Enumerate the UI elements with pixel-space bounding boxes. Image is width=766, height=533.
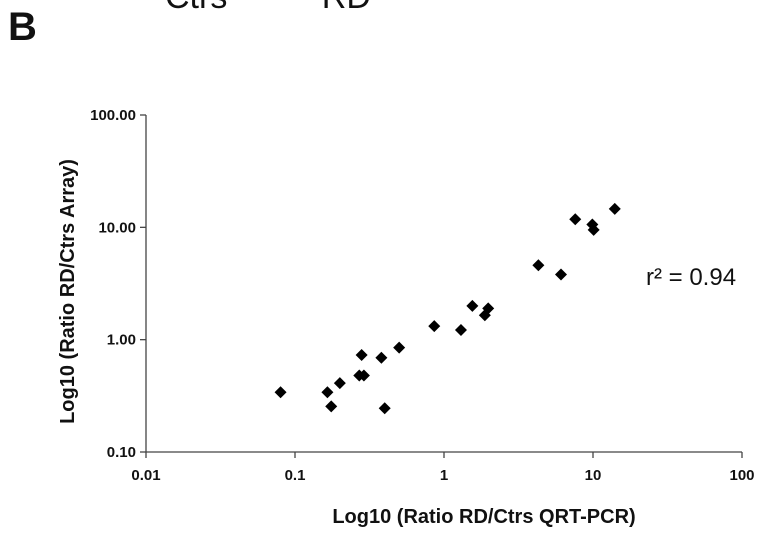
- x-tick-label: 0.01: [131, 467, 160, 484]
- y-tick-label: 10.00: [98, 219, 136, 236]
- data-point: [466, 299, 479, 312]
- y-axis-title: Log10 (Ratio RD/Ctrs Array): [57, 159, 79, 424]
- data-point: [378, 402, 391, 415]
- chart-points: [274, 202, 621, 415]
- data-point: [555, 268, 568, 281]
- data-point: [428, 320, 441, 333]
- chart-ticks: 0.01 0.1 1 10 100 0.10 1.00 10.00 100.00: [90, 107, 754, 484]
- y-tick-label: 100.00: [90, 107, 136, 124]
- data-point: [355, 349, 368, 362]
- y-tick-label: 1.00: [107, 332, 136, 349]
- panel-label: B: [8, 5, 37, 49]
- x-tick-label: 100: [729, 467, 754, 484]
- x-tick-label: 1: [440, 467, 448, 484]
- data-point: [375, 351, 388, 364]
- x-tick-label: 0.1: [285, 467, 306, 484]
- y-tick-label: 0.10: [107, 444, 136, 461]
- data-point: [482, 302, 495, 315]
- data-point: [333, 377, 346, 390]
- data-point: [325, 400, 338, 413]
- x-tick-label: 10: [585, 467, 602, 484]
- data-point: [274, 386, 287, 399]
- data-point: [569, 213, 582, 226]
- cropped-header-text: Ctrs RD: [165, 0, 371, 17]
- data-point: [321, 386, 334, 399]
- r-squared-annotation: r² = 0.94: [646, 264, 736, 291]
- data-point: [357, 369, 370, 382]
- data-point: [393, 341, 406, 354]
- data-point: [587, 223, 600, 236]
- data-point: [608, 202, 621, 215]
- x-axis-title: Log10 (Ratio RD/Ctrs QRT-PCR): [332, 506, 635, 528]
- data-point: [454, 323, 467, 336]
- data-point: [532, 259, 545, 272]
